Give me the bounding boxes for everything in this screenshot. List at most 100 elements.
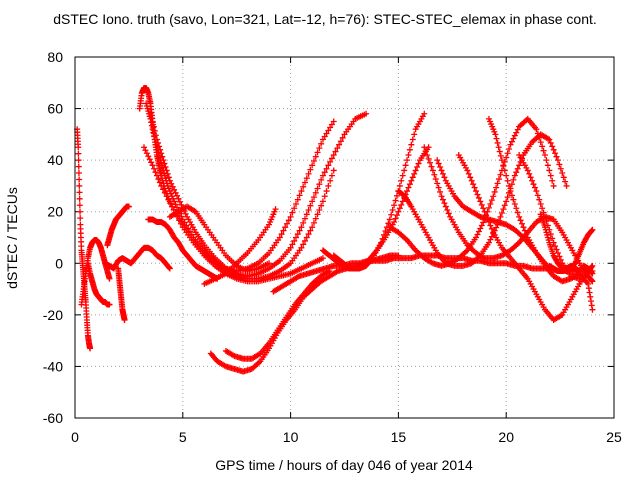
data-point	[524, 167, 531, 174]
data-point	[549, 177, 556, 184]
data-point	[536, 134, 543, 141]
x-tick-label: 0	[71, 429, 79, 445]
data-point	[438, 167, 445, 174]
plot-frame	[74, 56, 615, 419]
data-point	[363, 110, 370, 117]
data-point	[483, 212, 490, 219]
data-point	[496, 176, 503, 183]
data-point	[312, 153, 319, 160]
data-point	[487, 236, 494, 243]
data-point	[563, 182, 570, 189]
x-tick-label: 5	[179, 429, 187, 445]
data-point	[492, 131, 499, 138]
data-point	[392, 197, 399, 204]
data-point	[76, 182, 83, 189]
data-point	[496, 148, 503, 155]
data-point	[439, 196, 446, 203]
data-point	[332, 148, 339, 155]
data-point	[312, 215, 319, 222]
data-point	[149, 162, 156, 169]
data-point	[471, 184, 478, 191]
data-point	[503, 154, 510, 161]
data-point	[533, 188, 540, 195]
data-point	[378, 239, 385, 246]
data-point	[294, 196, 301, 203]
data-point	[513, 169, 520, 176]
data-point	[157, 146, 164, 153]
data-point	[151, 127, 158, 134]
data-point	[395, 208, 402, 215]
data-point	[319, 255, 326, 262]
data-point	[480, 205, 487, 212]
data-point	[393, 212, 400, 219]
data-point	[559, 170, 566, 177]
data-point	[514, 126, 521, 133]
data-point	[298, 244, 305, 251]
data-point	[503, 198, 510, 205]
data-point	[434, 180, 441, 187]
data-point	[106, 301, 113, 308]
data-point	[442, 203, 449, 210]
data-point	[488, 225, 495, 232]
data-point	[414, 164, 421, 171]
data-point	[498, 157, 505, 164]
data-point	[404, 188, 411, 195]
data-point	[300, 219, 307, 226]
data-point	[75, 150, 82, 157]
data-point	[75, 144, 82, 151]
data-point	[497, 171, 504, 178]
data-series	[166, 203, 273, 275]
data-point	[152, 132, 159, 139]
data-point	[468, 177, 475, 184]
data-series	[201, 206, 279, 287]
data-point	[325, 162, 332, 169]
data-point	[300, 183, 307, 190]
data-point	[553, 153, 560, 160]
data-point	[552, 243, 559, 250]
data-point	[556, 253, 563, 260]
data-point	[301, 237, 308, 244]
data-series	[434, 157, 553, 272]
data-point	[121, 317, 128, 324]
data-point	[300, 241, 307, 248]
data-point	[291, 237, 298, 244]
data-layer	[74, 84, 596, 375]
data-series	[102, 244, 173, 272]
data-point	[303, 175, 310, 182]
data-point	[77, 215, 84, 222]
data-point	[399, 198, 406, 205]
data-point	[151, 165, 158, 172]
data-point	[550, 146, 557, 153]
y-tick-label: 80	[47, 49, 63, 65]
data-point	[391, 219, 398, 226]
data-point	[408, 177, 415, 184]
data-point	[75, 157, 82, 164]
data-point	[585, 285, 592, 292]
data-point	[145, 153, 152, 160]
data-point	[549, 235, 556, 242]
data-point	[337, 138, 344, 145]
data-point	[588, 227, 595, 234]
data-point	[537, 139, 544, 146]
data-point	[319, 136, 326, 143]
data-point	[539, 205, 546, 212]
data-point	[149, 119, 156, 126]
data-point	[309, 198, 316, 205]
data-point	[166, 264, 173, 271]
data-point	[474, 231, 481, 238]
data-point	[445, 210, 452, 217]
data-point	[513, 129, 520, 136]
data-point	[501, 202, 508, 209]
chart-title: dSTEC Iono. truth (savo, Lon=321, Lat=-1…	[53, 11, 597, 27]
data-point	[163, 193, 170, 200]
data-point	[507, 188, 514, 195]
data-point	[393, 192, 400, 199]
data-point	[437, 164, 444, 171]
data-point	[470, 181, 477, 188]
data-point	[153, 172, 160, 179]
data-point	[178, 201, 185, 208]
data-point	[318, 176, 325, 183]
data-point	[511, 172, 518, 179]
data-point	[404, 157, 411, 164]
data-point	[172, 201, 179, 208]
